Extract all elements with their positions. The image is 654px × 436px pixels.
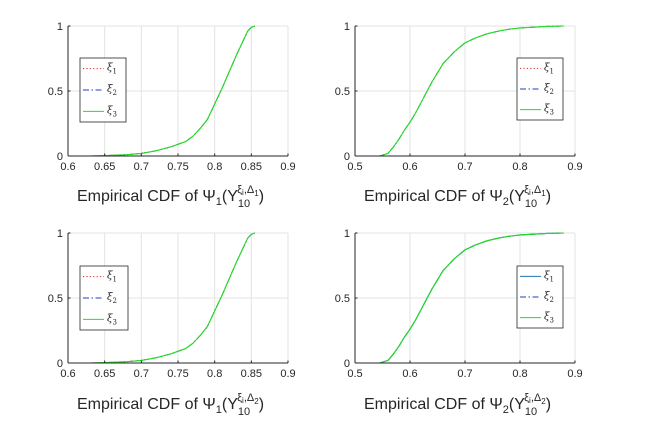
panel-4-xtick-label-4: 0.9 <box>567 368 582 380</box>
panel-3-legend-label-1: ξ1 <box>107 271 117 284</box>
panel-4-series-3-line <box>379 232 565 364</box>
panel-2-xtick-label-2: 0.7 <box>457 161 472 173</box>
panel-3-xtick-label-1: 0.65 <box>94 368 115 380</box>
panel-2-xlabel: Empirical CDF of Ψ2(Y10ξi,Δ1) <box>364 184 551 210</box>
panel-1-ytick-label-0: 0 <box>57 151 63 163</box>
panel-2-xtick-label-1: 0.6 <box>402 161 417 173</box>
panel-2-ytick-label-1: 0.5 <box>335 86 350 98</box>
panel-3-xtick-label-3: 0.75 <box>167 368 188 380</box>
panel-2-xtick-label-0: 0.5 <box>347 161 362 173</box>
panel-4-ytick-label-1: 0.5 <box>335 293 350 305</box>
panel-2-xtick-label-3: 0.8 <box>512 161 527 173</box>
panel-4-legend: ξ1 ξ2 ξ3 <box>516 265 564 329</box>
panel-1-xtick-label-4: 0.8 <box>207 161 222 173</box>
panel-4-xtick-label-1: 0.6 <box>402 368 417 380</box>
panel-4-legend-label-2: ξ2 <box>544 291 554 304</box>
panel-3-ytick-label-1: 0.5 <box>48 293 63 305</box>
panel-2-ytick-label-2: 1 <box>344 21 350 33</box>
panel-3-legend-label-3: ξ3 <box>107 313 117 326</box>
panel-1-xtick-label-1: 0.65 <box>94 161 115 173</box>
panel-3-ytick-label-2: 1 <box>57 228 63 240</box>
panel-4-ytick-label-2: 1 <box>344 228 350 240</box>
panel-1-plot: 0.6 0.65 0.7 0.75 0.8 0.85 0.9 0 0.5 1 ξ1 ξ2 ξ3 <box>48 21 296 173</box>
panel-3-plot: 0.6 0.65 0.7 0.75 0.8 0.85 0.9 0 0.5 1 ξ1 ξ2 ξ3 <box>48 228 296 380</box>
panel-1-xtick-label-0: 0.6 <box>60 161 75 173</box>
panel-4-legend-label-1: ξ1 <box>544 270 554 283</box>
panel-2-xtick-label-4: 0.9 <box>567 161 582 173</box>
panel-3-series-3-line <box>89 232 256 364</box>
panel-2-legend-label-1: ξ1 <box>544 62 554 75</box>
panel-1-xtick-label-6: 0.9 <box>280 161 295 173</box>
panel-4-ytick-label-0: 0 <box>344 358 350 370</box>
panel-3-xtick-label-5: 0.85 <box>241 368 262 380</box>
panel-4-xtick-label-0: 0.5 <box>347 368 362 380</box>
panel-1-ytick-label-2: 1 <box>57 21 63 33</box>
panel-2-legend: ξ1 ξ2 ξ3 <box>516 57 564 121</box>
panel-4-xtick-label-2: 0.7 <box>457 368 472 380</box>
panel-3-legend: ξ1 ξ2 ξ3 <box>79 265 129 331</box>
panel-1-xtick-label-3: 0.75 <box>167 161 188 173</box>
panel-4-xlabel: Empirical CDF of Ψ2(Y10ξi,Δ2) <box>364 392 551 418</box>
panel-4-xtick-label-3: 0.8 <box>512 368 527 380</box>
panel-2-series-3-line <box>379 25 565 157</box>
panel-1-series-3-line <box>89 25 256 157</box>
panel-3-xlabel: Empirical CDF of Ψ1(Y10ξi,Δ2) <box>77 392 264 418</box>
panel-3-xtick-label-0: 0.6 <box>60 368 75 380</box>
panel-1: 0.6 0.65 0.7 0.75 0.8 0.85 0.9 0 0.5 1 ξ1 ξ2 ξ3 Empi… <box>48 21 296 210</box>
panel-3-xtick-label-2: 0.7 <box>134 368 149 380</box>
panel-2-legend-label-3: ξ3 <box>544 104 554 117</box>
panel-3-xtick-label-4: 0.8 <box>207 368 222 380</box>
panel-3: 0.6 0.65 0.7 0.75 0.8 0.85 0.9 0 0.5 1 ξ1 ξ2 ξ3 Empi… <box>48 228 296 418</box>
panel-3-legend-label-2: ξ2 <box>107 292 117 305</box>
panel-3-ytick-label-0: 0 <box>57 358 63 370</box>
panel-2-legend-label-2: ξ2 <box>544 83 554 96</box>
panel-1-xtick-label-2: 0.7 <box>134 161 149 173</box>
panel-1-legend: ξ1 ξ2 ξ3 <box>79 57 127 123</box>
panel-1-legend-label-1: ξ1 <box>107 63 117 76</box>
panel-4-legend-label-3: ξ3 <box>544 312 554 325</box>
panel-1-xlabel: Empirical CDF of Ψ1(Y10ξi,Δ1) <box>77 184 264 210</box>
panel-1-ytick-label-1: 0.5 <box>48 86 63 98</box>
panel-1-xtick-label-5: 0.85 <box>241 161 262 173</box>
panel-3-xtick-label-6: 0.9 <box>280 368 295 380</box>
panel-2-ytick-label-0: 0 <box>344 151 350 163</box>
panel-1-legend-label-3: ξ3 <box>107 105 117 118</box>
panel-1-legend-label-2: ξ2 <box>107 84 117 97</box>
